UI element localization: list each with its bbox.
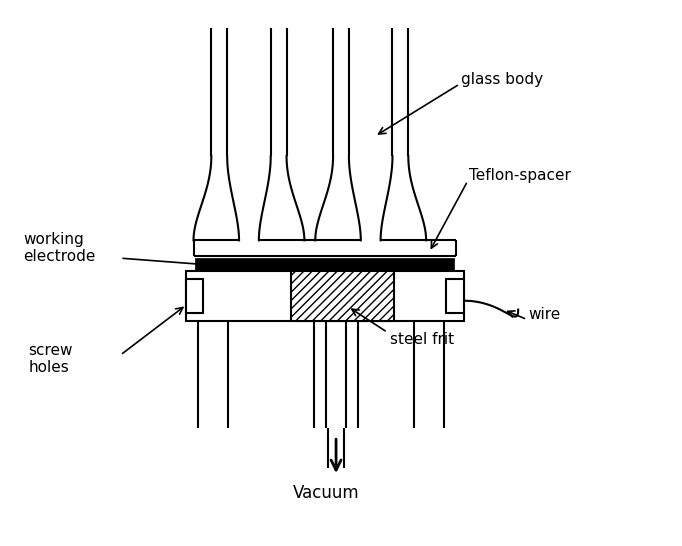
Text: working
electrode: working electrode: [23, 232, 95, 264]
Text: steel frit: steel frit: [389, 332, 454, 347]
Text: glass body: glass body: [461, 73, 543, 87]
Bar: [291, 271, 394, 321]
Text: Vacuum: Vacuum: [293, 484, 359, 502]
Text: Teflon-spacer: Teflon-spacer: [469, 169, 571, 183]
Text: wire: wire: [528, 307, 561, 322]
Bar: [446, 279, 464, 313]
Bar: [196, 258, 454, 271]
Bar: [186, 271, 464, 321]
Text: screw
holes: screw holes: [28, 343, 73, 375]
Bar: [186, 279, 203, 313]
